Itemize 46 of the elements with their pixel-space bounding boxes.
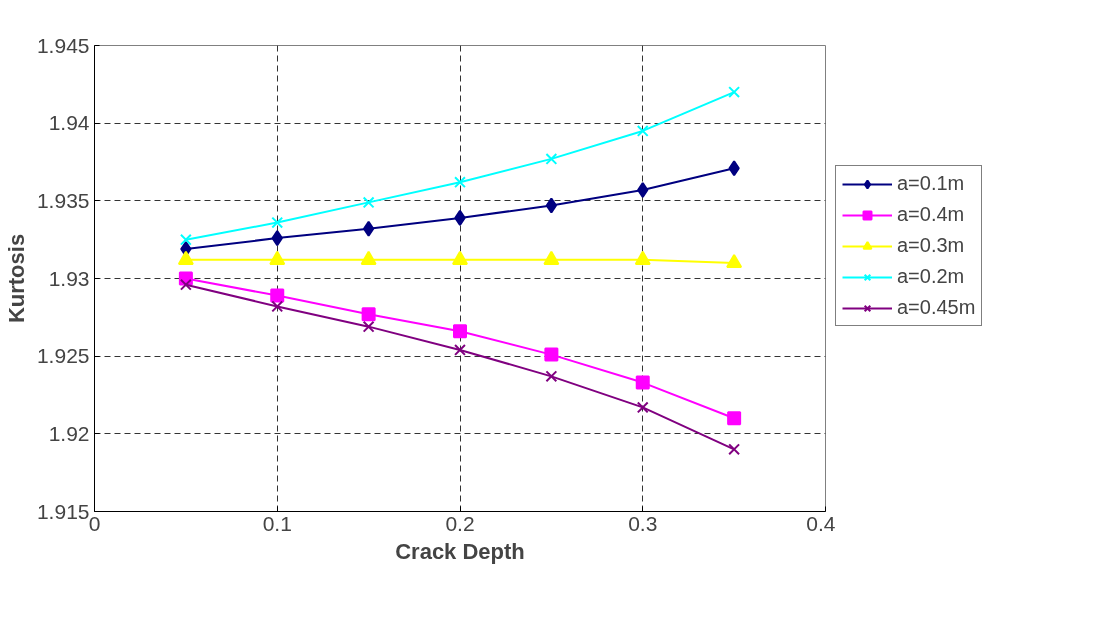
point [454,344,466,356]
point [454,176,466,189]
legend-label: a=0.45m [897,296,976,319]
point [545,197,558,214]
point [728,86,741,99]
point [270,288,285,303]
x-axis-title: Crack Depth [395,538,525,564]
point [179,233,192,246]
point [637,181,649,198]
point [636,124,649,137]
point [271,300,284,313]
point [179,278,192,291]
y-tick-label: 1.93 [48,266,90,290]
x-tick-label: 0.4 [806,511,836,535]
point [362,320,375,333]
point [362,220,375,237]
x-tick-label: 0.3 [628,511,658,535]
x-tick-label: 0.2 [445,511,475,535]
point [635,375,650,390]
point [726,253,743,269]
y-axis-title: Kurtosis [3,233,29,324]
y-tick-label: 1.945 [36,33,90,57]
point [271,216,284,229]
legend-label: a=0.3m [897,234,965,257]
point [728,160,740,177]
point [727,411,742,426]
legend-label: a=0.1m [897,172,965,195]
y-tick-label: 1.915 [36,499,90,523]
point [545,370,558,383]
y-tick-label: 1.94 [48,111,90,135]
x-tick-label: 0 [88,511,101,535]
point [454,209,466,226]
point [544,347,559,362]
point [453,324,467,339]
x-tick-label: 0.1 [262,511,292,535]
point [362,196,375,209]
point [271,230,283,247]
legend-label: a=0.2m [897,265,965,288]
point [728,443,741,456]
point [636,401,649,414]
legend-label: a=0.4m [897,203,965,226]
y-tick-label: 1.925 [36,344,90,368]
point [361,307,376,322]
y-tick-label: 1.92 [48,421,90,445]
point [545,152,558,165]
y-tick-label: 1.935 [36,188,90,212]
